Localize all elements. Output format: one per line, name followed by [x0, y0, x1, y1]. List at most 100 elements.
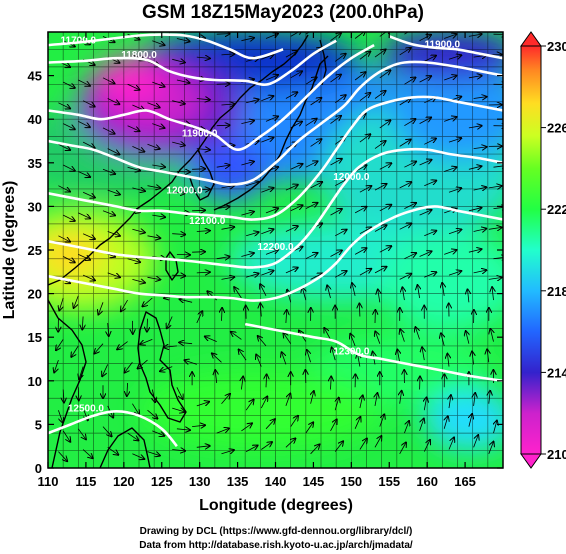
- wind-arrow: [241, 212, 254, 216]
- wind-arrow: [354, 417, 360, 429]
- x-tick-label: 155: [378, 474, 400, 489]
- wind-arrow: [331, 377, 332, 390]
- wind-arrow: [379, 246, 392, 253]
- wind-arrow: [468, 208, 482, 211]
- wind-arrow: [221, 104, 235, 105]
- wind-arrow: [54, 359, 59, 372]
- wind-arrow: [78, 121, 90, 127]
- height-contour-line: [48, 95, 503, 221]
- wind-arrow: [285, 51, 297, 58]
- wind-arrow: [473, 435, 479, 448]
- wind-arrow: [330, 209, 342, 216]
- wind-arrow: [196, 446, 210, 448]
- wind-arrow: [82, 274, 95, 280]
- wind-arrow: [311, 391, 314, 404]
- wind-arrow: [258, 336, 267, 347]
- wind-arrow: [152, 215, 165, 217]
- wind-arrow: [469, 414, 472, 427]
- wind-arrow: [488, 227, 502, 229]
- wind-arrow: [167, 316, 173, 329]
- wind-arrow: [192, 169, 205, 170]
- y-tick-label: 45: [28, 69, 42, 84]
- wind-arrow: [132, 279, 145, 282]
- wind-arrow: [132, 188, 145, 191]
- wind-arrow: [404, 421, 409, 434]
- wind-arrow: [404, 78, 415, 85]
- wind-arrow: [176, 172, 190, 173]
- wind-arrow: [290, 205, 303, 212]
- wind-arrow: [216, 207, 230, 209]
- wind-arrow: [78, 254, 90, 259]
- x-tick-label: 125: [151, 474, 173, 489]
- wind-arrow: [260, 397, 267, 409]
- wind-arrow: [172, 192, 185, 193]
- wind-arrow: [216, 84, 230, 85]
- wind-arrow: [327, 285, 330, 299]
- wind-arrow: [82, 191, 95, 197]
- wind-arrow: [63, 81, 75, 88]
- y-tick-label: 10: [28, 374, 42, 389]
- y-tick-label: 5: [35, 417, 42, 432]
- wind-arrow: [448, 438, 454, 450]
- x-tick-label: 120: [113, 474, 135, 489]
- wind-arrow: [241, 162, 254, 166]
- wind-arrow: [216, 165, 230, 167]
- wind-arrow: [102, 77, 115, 84]
- wind-arrow: [468, 34, 482, 36]
- wind-arrow: [400, 329, 405, 342]
- wind-arrow: [176, 80, 190, 83]
- wind-arrow: [442, 283, 444, 296]
- wind-arrow: [245, 274, 259, 278]
- wind-arrow: [379, 205, 392, 212]
- wind-arrow: [374, 50, 386, 58]
- wind-arrow: [63, 256, 75, 263]
- wind-arrow: [473, 187, 487, 190]
- contour-labels: 11700.0 11800.0 11900.0 11900.0 12000.0 12000…: [61, 35, 461, 414]
- wind-arrow: [378, 290, 380, 303]
- wind-arrow: [419, 118, 432, 124]
- wind-arrow: [332, 348, 336, 361]
- wind-arrow: [360, 395, 363, 409]
- wind-arrow: [164, 346, 177, 348]
- wind-arrow: [444, 76, 456, 81]
- wind-arrow: [444, 117, 456, 122]
- wind-arrow: [359, 304, 360, 317]
- y-tick-label: 20: [28, 287, 42, 302]
- wind-arrow: [419, 251, 432, 257]
- wind-arrow: [216, 428, 229, 434]
- wind-arrow: [334, 95, 346, 104]
- wind-arrow: [286, 310, 287, 324]
- wind-arrow: [473, 229, 487, 232]
- colorbar-tick-label: 210: [547, 447, 566, 462]
- wind-arrow: [147, 277, 161, 279]
- wind-arrow: [63, 214, 75, 221]
- wind-arrow: [285, 394, 290, 407]
- contour-label: 12500.0: [68, 403, 105, 414]
- wind-arrow: [261, 229, 273, 235]
- chart-title: GSM 18Z15May2023 (200.0hPa): [142, 2, 424, 23]
- wind-arrow: [234, 287, 242, 299]
- wind-arrow: [444, 416, 448, 429]
- y-tick-label: 15: [28, 330, 42, 345]
- x-tick-label: 110: [38, 474, 59, 489]
- wind-arrow: [107, 189, 120, 194]
- wind-arrow: [132, 453, 144, 459]
- wind-arrow: [468, 249, 482, 252]
- wind-arrow: [132, 229, 145, 232]
- wind-arrow: [172, 450, 185, 451]
- wind-arrow: [334, 441, 343, 452]
- wind-arrow: [424, 272, 436, 278]
- wind-arrow: [245, 100, 259, 103]
- wind-arrow: [359, 227, 371, 235]
- wind-arrow: [58, 451, 67, 462]
- wind-arrow: [265, 75, 278, 81]
- wind-arrow: [489, 391, 490, 404]
- wind-arrow: [404, 203, 416, 209]
- wind-arrow: [261, 55, 273, 60]
- wind-arrow: [241, 253, 254, 257]
- wind-arrow: [82, 141, 95, 148]
- height-contour-line: [48, 147, 503, 269]
- wind-arrow: [140, 339, 153, 344]
- wind-arrow: [419, 76, 432, 83]
- wind-arrow: [305, 422, 313, 434]
